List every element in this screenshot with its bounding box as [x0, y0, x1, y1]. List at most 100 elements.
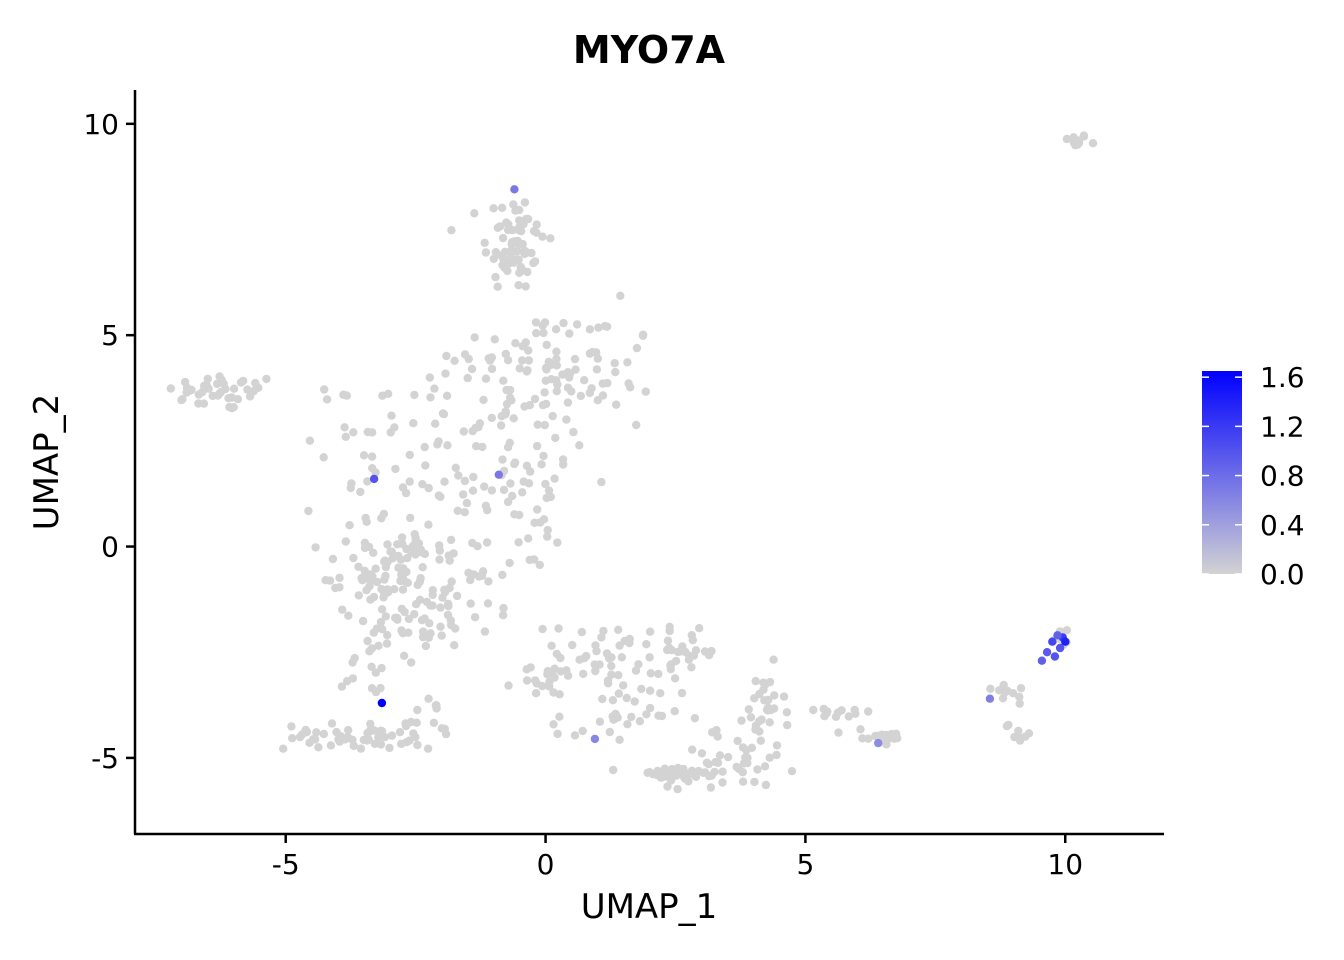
- cell-point: [761, 780, 771, 790]
- cell-point: [663, 645, 672, 655]
- cell-point: [435, 541, 444, 550]
- cell-point: [570, 731, 580, 740]
- cell-point: [215, 372, 224, 381]
- cell-point: [515, 364, 524, 373]
- cell-point: [367, 662, 376, 671]
- cell-point: [754, 717, 764, 726]
- cell-point: [529, 555, 539, 564]
- cell-point: [363, 736, 372, 745]
- cell-point: [320, 385, 329, 394]
- cell-point: [421, 461, 430, 470]
- cell-point: [375, 732, 385, 741]
- cell-point: [611, 367, 620, 377]
- cell-point: [404, 614, 414, 624]
- cell-point: [514, 281, 523, 290]
- cell-point: [496, 222, 505, 231]
- cell-point: [540, 388, 549, 397]
- cell-point: [556, 653, 565, 663]
- cell-point: [391, 464, 400, 474]
- cell-point: [377, 514, 386, 523]
- cell-point: [405, 477, 414, 486]
- cell-point: [298, 730, 307, 739]
- cell-point: [262, 374, 271, 384]
- cell-point: [769, 655, 778, 664]
- cell-point: [470, 209, 479, 218]
- cell-point: [753, 765, 762, 774]
- expressing-cell-point: [1050, 652, 1060, 661]
- cell-point: [504, 681, 513, 690]
- cell-point: [440, 585, 449, 594]
- cell-point: [663, 782, 672, 791]
- expressing-cell-point: [1048, 637, 1057, 646]
- cell-point: [462, 498, 472, 508]
- cell-point: [578, 726, 587, 736]
- cell-point: [520, 249, 529, 259]
- cell-point: [819, 704, 828, 714]
- cell-point: [480, 238, 489, 247]
- cell-point: [568, 640, 577, 650]
- cell-point: [623, 358, 632, 367]
- cell-point: [520, 198, 530, 207]
- cell-point: [498, 570, 507, 580]
- cell-point: [690, 714, 700, 723]
- cell-point: [544, 486, 554, 495]
- cell-point: [411, 548, 420, 558]
- cell-point: [779, 692, 789, 701]
- cell-point: [552, 387, 561, 396]
- cell-point: [426, 601, 435, 610]
- expressing-cell-point: [369, 474, 379, 484]
- y-tick-label: 10: [83, 108, 119, 141]
- cell-point: [405, 450, 414, 460]
- cell-point: [858, 734, 867, 743]
- cell-point: [612, 400, 621, 409]
- cell-point: [645, 653, 654, 662]
- cell-point: [575, 441, 584, 450]
- cell-point: [480, 627, 490, 636]
- cell-point: [391, 613, 400, 622]
- cell-point: [327, 719, 337, 728]
- cell-point: [463, 373, 472, 383]
- cell-point: [762, 705, 772, 714]
- cell-point: [743, 753, 752, 763]
- cell-point: [687, 766, 697, 775]
- cell-point: [585, 325, 595, 334]
- cell-point: [447, 577, 456, 586]
- cell-point: [367, 684, 377, 693]
- cell-point: [397, 533, 407, 542]
- expressing-cell-point: [1037, 656, 1047, 665]
- cell-point: [349, 428, 358, 437]
- cell-point: [314, 743, 323, 752]
- cell-point: [358, 616, 368, 626]
- cell-point: [645, 703, 655, 713]
- cell-point: [288, 734, 297, 743]
- cell-point: [374, 641, 383, 650]
- cell-point: [470, 613, 480, 622]
- cell-point: [420, 549, 430, 559]
- cell-point: [655, 770, 664, 779]
- legend-tick-label: 0.0: [1260, 558, 1305, 591]
- cell-point: [707, 728, 717, 737]
- cell-point: [433, 440, 442, 449]
- cell-point: [550, 673, 559, 682]
- cell-point: [667, 660, 676, 669]
- cell-point: [312, 728, 321, 737]
- cell-point: [856, 725, 865, 734]
- cell-point: [592, 365, 602, 374]
- cell-point: [576, 391, 585, 401]
- cell-point: [350, 653, 359, 663]
- cell-point: [491, 248, 501, 257]
- cell-point: [663, 636, 673, 645]
- cell-point: [348, 735, 357, 744]
- cell-point: [335, 737, 344, 746]
- cell-point: [321, 576, 330, 585]
- cell-point: [541, 479, 550, 489]
- cell-point: [688, 635, 697, 645]
- cell-point: [443, 599, 453, 608]
- cell-point: [837, 706, 846, 715]
- cell-point: [707, 646, 716, 656]
- cell-point: [383, 540, 392, 549]
- cell-point: [540, 318, 550, 327]
- cell-point: [487, 364, 497, 374]
- cell-point: [363, 477, 372, 486]
- cell-point: [508, 225, 517, 235]
